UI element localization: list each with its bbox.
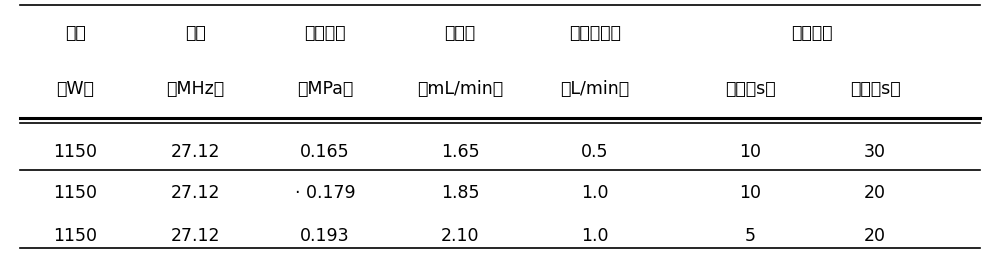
Text: 5: 5 xyxy=(744,226,756,244)
Text: 1.65: 1.65 xyxy=(441,142,479,160)
Text: 雾化压力: 雾化压力 xyxy=(304,24,346,42)
Text: 短波（s）: 短波（s） xyxy=(850,80,900,98)
Text: 1150: 1150 xyxy=(53,183,97,201)
Text: 0.5: 0.5 xyxy=(581,142,609,160)
Text: 功率: 功率 xyxy=(65,24,85,42)
Text: 1.85: 1.85 xyxy=(441,183,479,201)
Text: 1150: 1150 xyxy=(53,142,97,160)
Text: 27.12: 27.12 xyxy=(170,226,220,244)
Text: 30: 30 xyxy=(864,142,886,160)
Text: 10: 10 xyxy=(739,183,761,201)
Text: 27.12: 27.12 xyxy=(170,183,220,201)
Text: 积分时间: 积分时间 xyxy=(791,24,833,42)
Text: 频率: 频率 xyxy=(185,24,205,42)
Text: （mL/min）: （mL/min） xyxy=(417,80,503,98)
Text: 0.193: 0.193 xyxy=(300,226,350,244)
Text: 1150: 1150 xyxy=(53,226,97,244)
Text: （MHz）: （MHz） xyxy=(166,80,224,98)
Text: · 0.179: · 0.179 xyxy=(295,183,355,201)
Text: 长波（s）: 长波（s） xyxy=(725,80,775,98)
Text: 提升量: 提升量 xyxy=(444,24,476,42)
Text: （MPa）: （MPa） xyxy=(297,80,353,98)
Text: 1.0: 1.0 xyxy=(581,183,609,201)
Text: （W）: （W） xyxy=(56,80,94,98)
Text: 2.10: 2.10 xyxy=(441,226,479,244)
Text: 辅助气流量: 辅助气流量 xyxy=(569,24,621,42)
Text: 10: 10 xyxy=(739,142,761,160)
Text: 0.165: 0.165 xyxy=(300,142,350,160)
Text: 20: 20 xyxy=(864,226,886,244)
Text: （L/min）: （L/min） xyxy=(560,80,630,98)
Text: 1.0: 1.0 xyxy=(581,226,609,244)
Text: 27.12: 27.12 xyxy=(170,142,220,160)
Text: 20: 20 xyxy=(864,183,886,201)
